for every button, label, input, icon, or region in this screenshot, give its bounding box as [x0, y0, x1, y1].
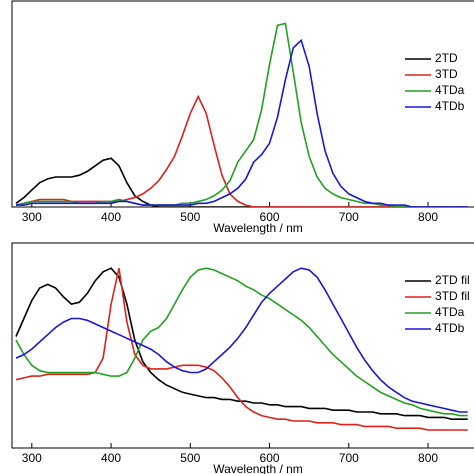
x-tick-label: 500: [180, 210, 200, 224]
x-tick-label: 700: [339, 210, 359, 224]
legend-label: 4TDa: [435, 83, 465, 97]
series-line: [15, 157, 468, 207]
x-axis-label: Wavelength / nm: [213, 221, 303, 235]
x-axis-label: Wavelength / nm: [213, 462, 303, 474]
x-tick-label: 400: [101, 210, 121, 224]
series-line: [16, 38, 468, 207]
axis-frame: [11, 242, 474, 449]
axis-frame: [11, 0, 474, 208]
legend-label: 4TDb: [435, 99, 465, 113]
x-tick-label: 400: [101, 451, 121, 465]
legend-label: 2TD: [435, 51, 458, 65]
series-line: [15, 94, 468, 207]
x-tick-label: 700: [339, 451, 359, 465]
x-tick-label: 300: [22, 451, 42, 465]
legend-label: 2TD fil: [435, 273, 470, 287]
legend-label: 3TD fil: [435, 289, 470, 303]
x-tick-label: 300: [22, 210, 42, 224]
series-line: [15, 22, 468, 207]
x-tick-label: 600: [260, 451, 280, 465]
legend-label: 4TDa: [435, 305, 465, 319]
series-line: [15, 267, 468, 417]
x-tick-label: 500: [180, 451, 200, 465]
x-tick-label: 600: [260, 210, 280, 224]
x-tick-label: 800: [418, 451, 438, 465]
legend-label: 4TDb: [435, 321, 465, 335]
x-tick-label: 800: [418, 210, 438, 224]
series-line: [15, 268, 468, 431]
legend-label: 3TD: [435, 67, 458, 81]
series-line: [15, 267, 468, 413]
series-line: [15, 267, 468, 420]
